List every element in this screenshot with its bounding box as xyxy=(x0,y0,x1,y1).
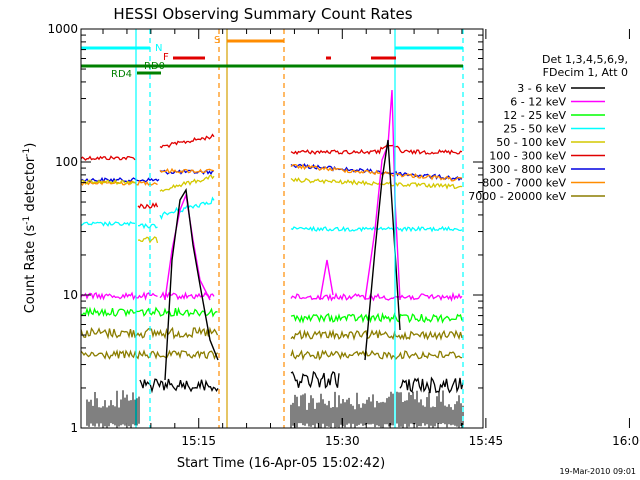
saa-flag-label: S xyxy=(214,35,220,46)
trace-3-6-kev xyxy=(399,376,464,394)
trace-3-6-kev-flare-1 xyxy=(164,187,219,381)
trace-25-50-kev xyxy=(80,220,136,227)
y-axis-label-main: Count Rate (s xyxy=(23,225,38,314)
legend-header-line-2: FDecim 1, Att 0 xyxy=(543,66,628,79)
legend-entry-label: 50 - 100 keV xyxy=(496,136,566,149)
trace-100-300-kev xyxy=(290,144,463,156)
trace-12-25-kev xyxy=(290,311,463,324)
legend-entry-label: 800 - 7000 keV xyxy=(482,177,566,190)
legend: Det 1,3,4,5,6,9, FDecim 1, Att 0 3 - 6 k… xyxy=(468,53,628,203)
y-tick-label: 100 xyxy=(55,155,78,169)
trace-6-12-kev xyxy=(80,291,158,301)
trace-300-800-kev xyxy=(80,176,160,184)
trace-800-7000-kev xyxy=(290,163,463,182)
x-tick-label: 15:15 xyxy=(181,434,216,448)
y-axis-label: Count Rate (s-1 detector-1) xyxy=(22,143,38,314)
legend-entry-label: 12 - 25 keV xyxy=(503,109,566,122)
y-axis-label-sup2: -1 xyxy=(22,148,32,157)
trace-3-6-kev-flare-2 xyxy=(364,139,401,361)
trace-100-300-kev xyxy=(159,133,215,149)
trace-800-7000-kev xyxy=(159,167,215,174)
trace-100-300-kev xyxy=(137,202,159,209)
trace-3-6-kev-noise xyxy=(86,390,140,428)
legend-entry-label: 6 - 12 keV xyxy=(510,96,566,109)
chart-title: HESSI Observing Summary Count Rates xyxy=(113,5,412,23)
trace-3-6-kev xyxy=(290,370,340,389)
trace-25-50-kev xyxy=(138,223,158,230)
trace-7000-20000-kev xyxy=(80,349,219,361)
trace-7000-20000-kev xyxy=(290,328,463,341)
y-axis-label-sup: -1 xyxy=(22,216,32,225)
x-tick-label: 16:00 xyxy=(612,434,640,448)
trace-7000-20000-kev xyxy=(290,348,463,361)
trace-6-12-kev xyxy=(159,291,215,301)
legend-entry-label: 300 - 800 keV xyxy=(489,163,566,176)
y-tick-label: 10 xyxy=(63,288,78,302)
legend-entry-label: 3 - 6 keV xyxy=(517,82,566,95)
x-tick-label: 15:30 xyxy=(325,434,360,448)
trace-7000-20000-kev xyxy=(80,326,219,340)
legend-entry-label: 25 - 50 keV xyxy=(503,123,566,136)
night-flag-label: N xyxy=(155,43,162,54)
x-axis-label: Start Time (16-Apr-05 15:02:42) xyxy=(177,456,385,471)
generated-timestamp: 19-Mar-2010 09:01 xyxy=(560,467,637,476)
trace-50-100-kev xyxy=(290,177,463,190)
trace-50-100-kev xyxy=(159,174,215,193)
legend-entry-label: 7000 - 20000 keV xyxy=(468,190,566,203)
y-axis-label-end: ) xyxy=(23,143,38,148)
y-axis: 1 10 100 1000 xyxy=(47,22,483,435)
legend-entry-label: 100 - 300 keV xyxy=(489,150,566,163)
rd4-flag-label: RD4 xyxy=(111,69,132,80)
y-tick-label: 1000 xyxy=(47,22,78,36)
trace-100-300-kev xyxy=(80,155,136,161)
trace-50-100-kev xyxy=(137,236,159,244)
trace-3-6-kev xyxy=(139,378,219,394)
trace-6-12-kev-small-peak xyxy=(319,259,334,301)
y-tick-label: 1 xyxy=(70,421,78,435)
trace-3-6-kev-noise xyxy=(290,390,464,428)
legend-header-line-1: Det 1,3,4,5,6,9, xyxy=(542,53,628,66)
trace-6-12-kev xyxy=(290,291,463,302)
plot-frame xyxy=(80,28,484,429)
data-layer xyxy=(80,89,464,428)
trace-12-25-kev xyxy=(80,306,218,318)
flare-flag-label: F xyxy=(163,52,169,63)
trace-50-100-kev xyxy=(80,179,136,185)
rd0-flag-label: RD0 xyxy=(144,61,165,72)
x-tick-label: 15:45 xyxy=(469,434,504,448)
y-axis-label-rest: detector xyxy=(23,156,38,216)
